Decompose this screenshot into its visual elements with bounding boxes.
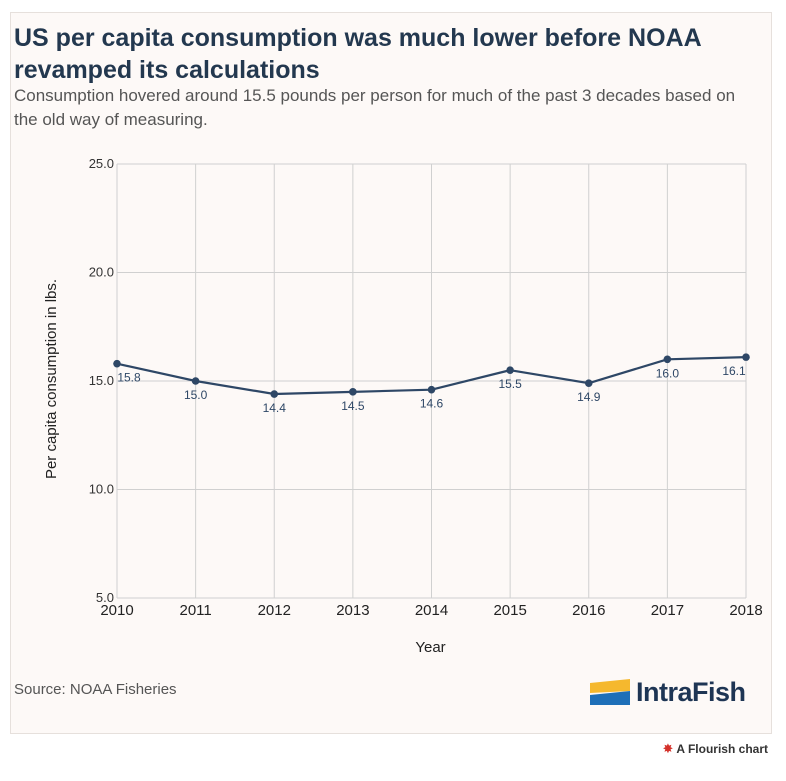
y-tick-label: 5.0: [96, 590, 114, 605]
intrafish-logo-icon: [590, 679, 630, 705]
x-tick-label: 2011: [179, 602, 211, 619]
y-tick-label: 20.0: [89, 265, 114, 280]
y-tick-label: 25.0: [89, 156, 114, 171]
data-point[interactable]: [349, 388, 357, 396]
x-axis-title: Year: [415, 639, 445, 656]
data-point[interactable]: [113, 359, 121, 368]
x-tick-label: 2018: [729, 602, 762, 619]
x-tick-label: 2017: [651, 602, 684, 619]
y-axis-title: Per capita consumption in lbs.: [43, 279, 60, 479]
data-label: 14.6: [420, 397, 444, 411]
data-point[interactable]: [584, 379, 593, 387]
y-tick-label: 10.0: [89, 482, 114, 497]
data-point[interactable]: [427, 385, 436, 394]
data-point[interactable]: [663, 355, 672, 364]
x-tick-label: 2014: [415, 602, 448, 619]
data-label: 16.0: [656, 366, 680, 380]
x-tick-label: 2012: [258, 602, 291, 619]
data-point[interactable]: [506, 366, 514, 374]
data-label: 14.5: [341, 399, 365, 413]
flourish-icon: ✸: [662, 741, 674, 756]
chart-card: [10, 12, 772, 734]
data-label: 14.9: [577, 390, 601, 404]
data-point[interactable]: [742, 353, 750, 361]
data-label: 15.0: [184, 388, 208, 402]
data-point[interactable]: [191, 377, 200, 385]
x-tick-label: 2010: [100, 602, 133, 619]
x-tick-label: 2016: [572, 602, 605, 619]
x-tick-label: 2013: [336, 602, 369, 619]
data-point[interactable]: [270, 390, 279, 398]
logo-wordmark: IntraFish: [636, 676, 746, 707]
x-tick-label: 2015: [493, 602, 526, 619]
data-label: 15.5: [498, 377, 522, 391]
source-note: Source: NOAA Fisheries: [14, 681, 177, 698]
data-label: 16.1: [722, 364, 746, 378]
data-label: 14.4: [263, 401, 287, 415]
chart-subtitle: Consumption hovered around 15.5 pounds p…: [14, 86, 736, 129]
y-tick-label: 15.0: [89, 373, 114, 388]
flourish-credit-text: A Flourish chart: [676, 742, 768, 756]
data-label: 15.8: [117, 371, 141, 385]
chart-title: US per capita consumption was much lower…: [14, 24, 701, 84]
intrafish-logo[interactable]: IntraFish: [588, 672, 758, 712]
flourish-credit-link[interactable]: ✸ A Flourish chart: [663, 741, 768, 757]
